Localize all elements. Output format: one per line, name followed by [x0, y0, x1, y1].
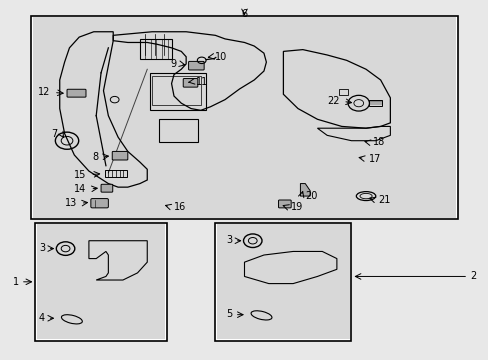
FancyBboxPatch shape — [183, 78, 198, 87]
Text: 18: 18 — [372, 138, 385, 148]
Text: 8: 8 — [92, 152, 99, 162]
FancyBboxPatch shape — [188, 62, 203, 70]
Text: 7: 7 — [51, 129, 57, 139]
Text: 3: 3 — [39, 243, 45, 253]
FancyBboxPatch shape — [101, 184, 113, 192]
Text: 20: 20 — [305, 191, 317, 201]
Bar — [35, 223, 166, 341]
Text: 9: 9 — [170, 59, 176, 69]
Text: 10: 10 — [215, 52, 227, 62]
Text: 6: 6 — [241, 9, 247, 19]
Text: 12: 12 — [38, 87, 50, 98]
Text: 22: 22 — [326, 96, 339, 107]
Text: 15: 15 — [74, 170, 86, 180]
FancyBboxPatch shape — [278, 200, 290, 208]
Bar — [159, 119, 198, 143]
Bar — [215, 223, 351, 341]
FancyBboxPatch shape — [91, 199, 108, 208]
Text: 19: 19 — [290, 202, 303, 212]
Text: 14: 14 — [74, 184, 86, 194]
Text: 16: 16 — [174, 202, 186, 212]
Bar — [140, 39, 171, 59]
Bar — [339, 89, 347, 95]
Text: 1: 1 — [13, 277, 19, 287]
FancyBboxPatch shape — [112, 152, 127, 160]
Bar — [217, 224, 349, 339]
Polygon shape — [300, 184, 309, 196]
Bar — [32, 17, 456, 218]
Text: 3: 3 — [226, 235, 232, 245]
Bar — [30, 16, 458, 219]
Bar — [369, 100, 381, 106]
Text: 13: 13 — [64, 198, 77, 208]
Text: 4: 4 — [39, 312, 45, 323]
Bar — [105, 170, 126, 177]
Text: 11: 11 — [196, 77, 208, 87]
Bar — [152, 76, 201, 105]
Bar — [149, 73, 205, 111]
Text: 5: 5 — [225, 309, 232, 319]
Text: 21: 21 — [377, 195, 390, 204]
Text: 17: 17 — [368, 154, 380, 163]
Bar — [37, 224, 164, 339]
Text: 2: 2 — [469, 271, 475, 282]
FancyBboxPatch shape — [67, 89, 86, 97]
